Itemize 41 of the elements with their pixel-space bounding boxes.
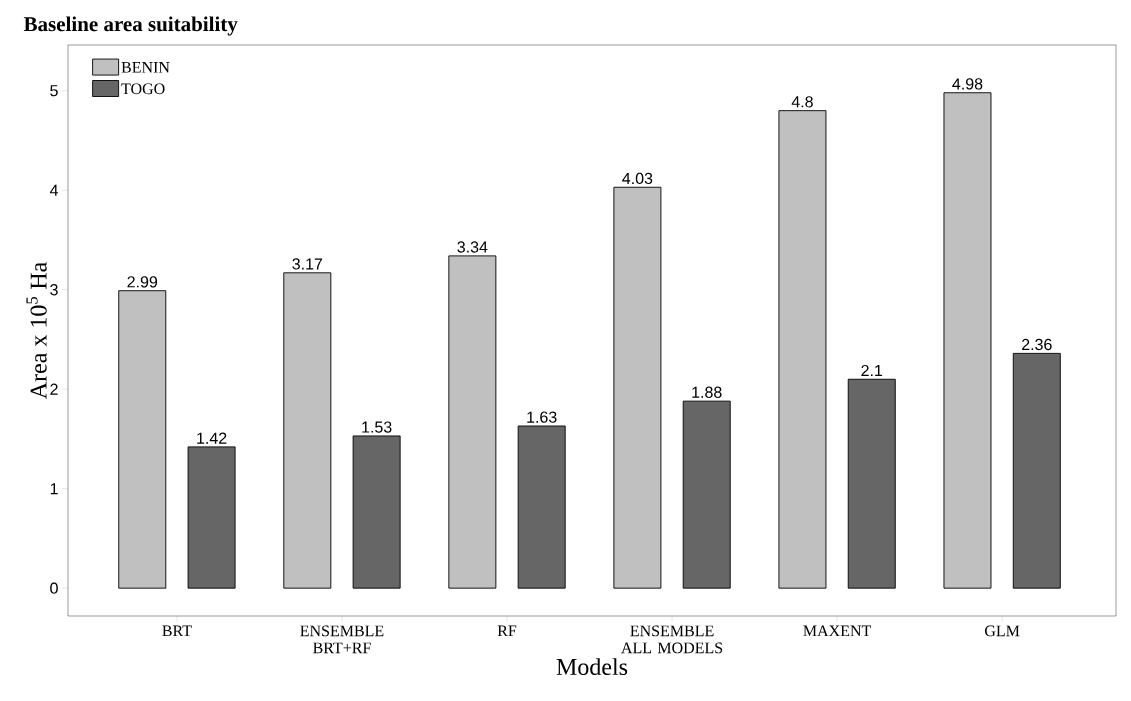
legend-label: TOGO [121,83,165,95]
data-label: 1.42 [197,432,227,444]
y-tick-label: 0 [50,582,58,594]
bar [943,92,992,589]
bar [517,425,566,589]
y-tick-label: 3 [50,284,58,296]
bar [448,255,497,589]
chart-title: Baseline area suitability [23,16,238,36]
data-label: 4.8 [791,96,813,108]
bar [118,290,167,589]
data-label: 1.53 [362,421,392,433]
data-label: 4.98 [952,78,983,90]
x-tick-label: ENSEMBLE BRT+RF [300,625,384,654]
x-tick-label: RF [497,625,517,637]
data-label: 1.88 [692,386,722,398]
bar [352,435,401,589]
bar [613,186,662,589]
y-tick-label: 1 [50,483,58,495]
x-tick-label: MAXENT [803,625,872,637]
bar [283,272,332,589]
data-label: 1.63 [527,411,557,423]
legend-label: BENIN [121,62,170,73]
x-tick-label: ENSEMBLE ALL MODELS [621,625,723,654]
bar [187,446,236,589]
y-tick-label: 4 [49,184,58,196]
data-label: 2.1 [861,364,883,377]
x-tick-label: GLM [985,625,1020,637]
data-label: 3.17 [292,258,323,270]
x-tick-label: BRT [162,625,192,637]
y-tick-label: 2 [50,383,58,395]
data-label: 2.36 [1022,338,1052,351]
x-axis-title: Models [556,658,628,676]
y-tick-label: 5 [50,85,58,97]
data-label: 3.34 [457,241,488,253]
y-axis-title: Area x 10$^{5}$ Ha [26,262,47,400]
bar [847,378,896,589]
bar [682,400,731,589]
data-label: 2.99 [127,276,158,288]
data-label: 4.03 [622,172,653,185]
bar [1012,352,1061,589]
bar [778,110,827,589]
